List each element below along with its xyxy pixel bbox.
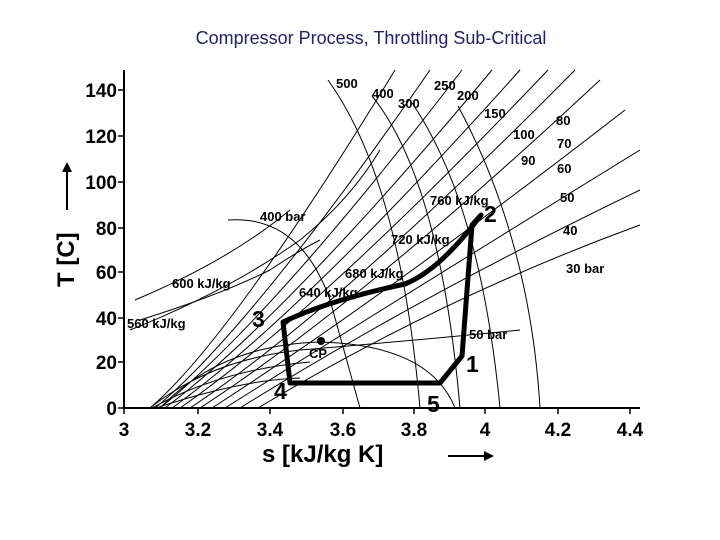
y-tick-label: 140 [85, 81, 117, 102]
critical-point-label: CP [309, 346, 327, 361]
property-lines [129, 69, 641, 409]
isobar-label: 100 [513, 127, 535, 142]
isobar-label: 90 [521, 153, 535, 168]
x-tick-label: 3.6 [330, 420, 356, 441]
x-tick-label: 3.8 [401, 420, 427, 441]
cycle-point-label: 3 [252, 306, 265, 332]
isobar-label: 200 [457, 88, 479, 103]
x-tick-label: 4 [480, 420, 491, 441]
isobar-label: 40 [563, 223, 577, 238]
y-tick-marks [118, 89, 124, 409]
isenthalp-label: 680 kJ/kg [345, 266, 404, 281]
x-tick-label: 3.4 [257, 420, 284, 441]
y-axis-arrow-icon [62, 162, 72, 210]
x-tick-label: 4.4 [617, 420, 644, 441]
isobar-label: 500 [336, 76, 358, 91]
x-axis-label: s [kJ/kg K] [262, 441, 383, 468]
isobar-label: 250 [434, 78, 456, 93]
isenthalp-label: 600 kJ/kg [172, 276, 231, 291]
x-tick-marks [123, 408, 631, 414]
y-tick-label: 20 [96, 353, 117, 374]
isobar-label: 80 [556, 113, 570, 128]
y-tick-label: 120 [85, 127, 117, 148]
y-tick-label: 0 [106, 399, 117, 420]
cycle-point-label: 1 [466, 351, 479, 377]
cycle-point-label: 2 [484, 201, 497, 227]
isenthalp-label: 760 kJ/kg [430, 193, 489, 208]
isenthalp-label: 640 kJ/kg [299, 285, 358, 300]
isobar-label: 30 bar [566, 261, 604, 276]
isobar-label: 400 bar [260, 209, 306, 224]
critical-point-marker [317, 337, 325, 345]
x-tick-label: 3 [119, 420, 130, 441]
x-tick-label: 3.2 [185, 420, 211, 441]
y-tick-label: 60 [96, 263, 117, 284]
x-axis-arrow-icon [448, 451, 494, 461]
y-tick-label: 80 [96, 219, 117, 240]
isobar-label: 60 [557, 161, 571, 176]
isobar-label: 50 [560, 190, 574, 205]
y-axis-label: T [C] [53, 232, 80, 287]
y-tick-label: 40 [96, 309, 117, 330]
isobar-label: 50 bar [469, 327, 507, 342]
isobar-label: 150 [484, 106, 506, 121]
cycle-path [280, 212, 484, 386]
isobar-label: 400 [372, 86, 394, 101]
isobar-label: 300 [398, 96, 420, 111]
chart-title: Compressor Process, Throttling Sub-Criti… [195, 28, 547, 48]
y-tick-label: 100 [85, 173, 117, 194]
x-tick-label: 4.2 [545, 420, 571, 441]
cycle-point-label: 4 [274, 378, 287, 404]
isenthalp-label: 560 kJ/kg [127, 316, 186, 331]
isobar-label: 70 [557, 136, 571, 151]
cycle-point-label: 5 [427, 391, 440, 417]
isenthalp-label: 720 kJ/kg [391, 232, 450, 247]
